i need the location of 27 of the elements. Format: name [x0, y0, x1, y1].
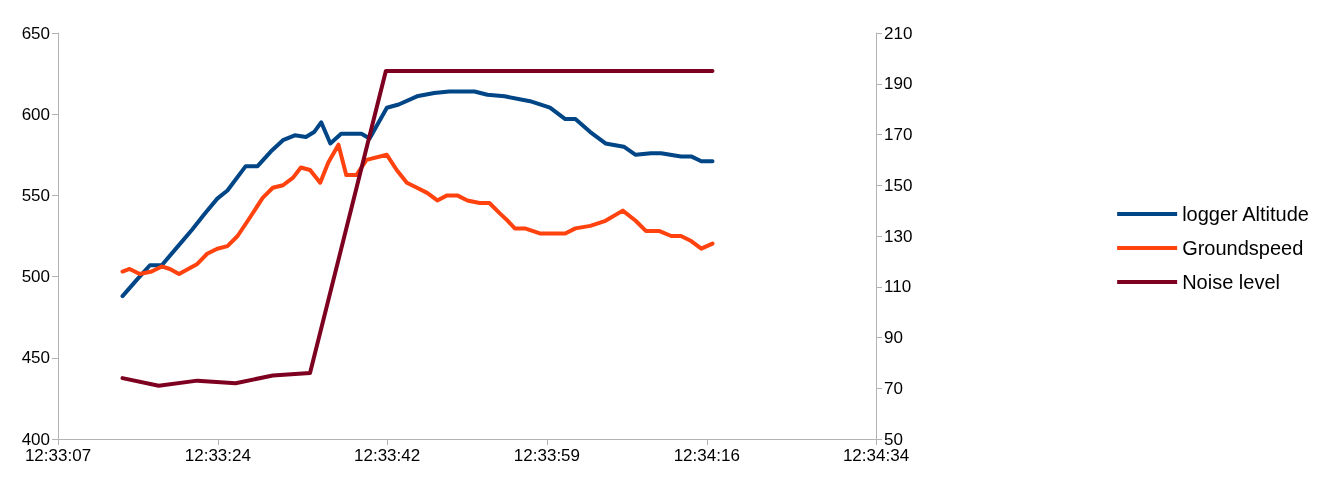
y2-tick-label: 130 — [884, 226, 913, 246]
x-tick-label: 12:33:59 — [513, 446, 581, 465]
y-tick-label: 400 — [21, 429, 50, 449]
y2-tick-label: 110 — [884, 277, 912, 297]
x-tick-label: 12:34:16 — [673, 446, 740, 465]
line-series — [120, 142, 715, 277]
y-tick-label: 500 — [21, 267, 50, 287]
y-tick-label: 650 — [21, 23, 50, 43]
legend-label: Groundspeed — [1182, 237, 1304, 259]
y2-tick-label: 150 — [884, 175, 913, 195]
y2-tick-label: 90 — [884, 328, 903, 347]
x-tick-label: 12:33:07 — [24, 446, 92, 465]
y2-tick-label: 50 — [884, 429, 903, 449]
y2-tick-label: 70 — [884, 378, 903, 398]
y2-tick-label: 210 — [884, 23, 913, 43]
legend-label: logger Altitude — [1182, 203, 1309, 225]
x-tick-label: 12:34:34 — [842, 446, 910, 465]
y2-tick-label: 170 — [884, 125, 913, 144]
x-tick-label: 12:33:24 — [184, 446, 251, 465]
line-series — [120, 89, 715, 299]
y-tick-label: 550 — [21, 185, 50, 205]
line-series — [120, 69, 715, 388]
legend-label: Noise level — [1182, 271, 1280, 293]
y2-tick-label: 190 — [884, 74, 913, 94]
y-tick-label: 450 — [21, 348, 50, 368]
x-tick-label: 12:33:42 — [354, 446, 421, 465]
y-tick-label: 600 — [21, 104, 50, 124]
